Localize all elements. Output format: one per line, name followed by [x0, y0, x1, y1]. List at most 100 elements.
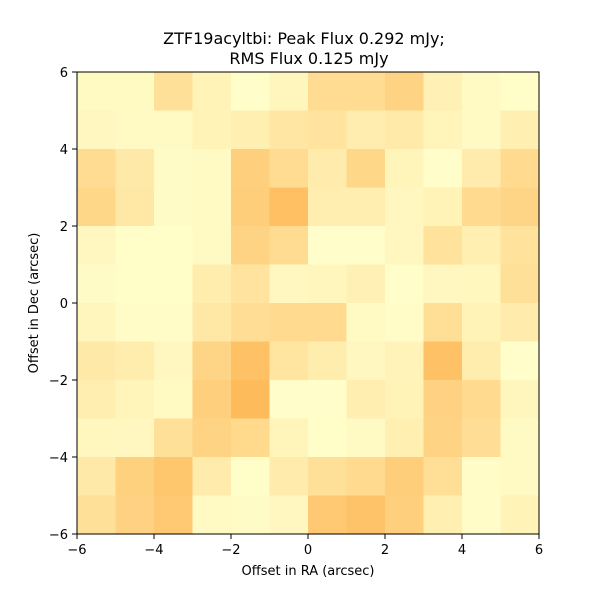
y-axis-ticks: −6 −4 −2 0 2 4 6 — [49, 66, 77, 543]
heatmap-cell-r2-c8 — [385, 149, 425, 189]
heatmap-cell-r6-c5 — [269, 303, 309, 343]
heatmap-cell-r6-c0 — [77, 303, 117, 343]
heatmap-cell-r6-c7 — [346, 303, 386, 343]
heatmap-cell-r10-c6 — [308, 457, 348, 497]
heatmap-cell-r7-c4 — [231, 341, 271, 381]
heatmap-cell-r5-c9 — [423, 264, 463, 304]
heatmap-cell-r10-c2 — [154, 457, 194, 497]
heatmap-cells — [77, 72, 540, 535]
heatmap-cell-r8-c7 — [346, 380, 386, 420]
heatmap-cell-r5-c8 — [385, 264, 425, 304]
heatmap-cell-r0-c10 — [462, 72, 502, 112]
y-tick-label: 6 — [60, 66, 68, 81]
heatmap-cell-r4-c11 — [500, 226, 540, 266]
heatmap-cell-r11-c6 — [308, 495, 348, 535]
heatmap-cell-r3-c10 — [462, 187, 502, 227]
heatmap-cell-r2-c7 — [346, 149, 386, 189]
heatmap-cell-r11-c4 — [231, 495, 271, 535]
heatmap-cell-r10-c8 — [385, 457, 425, 497]
heatmap-cell-r5-c3 — [192, 264, 232, 304]
heatmap-cell-r11-c1 — [115, 495, 155, 535]
heatmap-cell-r4-c9 — [423, 226, 463, 266]
heatmap-cell-r1-c0 — [77, 110, 117, 150]
heatmap-cell-r5-c11 — [500, 264, 540, 304]
heatmap-cell-r5-c5 — [269, 264, 309, 304]
heatmap-cell-r9-c0 — [77, 418, 117, 458]
heatmap-cell-r1-c3 — [192, 110, 232, 150]
heatmap-cell-r2-c2 — [154, 149, 194, 189]
heatmap-cell-r1-c2 — [154, 110, 194, 150]
heatmap-cell-r7-c8 — [385, 341, 425, 381]
heatmap-cell-r7-c6 — [308, 341, 348, 381]
heatmap-cell-r4-c10 — [462, 226, 502, 266]
heatmap-cell-r8-c11 — [500, 380, 540, 420]
heatmap-cell-r7-c5 — [269, 341, 309, 381]
heatmap-cell-r8-c8 — [385, 380, 425, 420]
heatmap-cell-r2-c4 — [231, 149, 271, 189]
heatmap-cell-r9-c5 — [269, 418, 309, 458]
heatmap-cell-r1-c7 — [346, 110, 386, 150]
heatmap-cell-r0-c5 — [269, 72, 309, 112]
heatmap-cell-r9-c1 — [115, 418, 155, 458]
heatmap-cell-r3-c6 — [308, 187, 348, 227]
heatmap-cell-r11-c3 — [192, 495, 232, 535]
heatmap-cell-r4-c6 — [308, 226, 348, 266]
chart-title-line-2: RMS Flux 0.125 mJy — [229, 49, 388, 68]
x-axis-ticks: −6 −4 −2 0 2 4 6 — [67, 534, 543, 558]
x-tick-label: 0 — [304, 543, 312, 558]
y-tick-label: 2 — [60, 220, 68, 235]
heatmap-cell-r6-c9 — [423, 303, 463, 343]
heatmap-cell-r1-c1 — [115, 110, 155, 150]
heatmap-cell-r0-c3 — [192, 72, 232, 112]
heatmap-cell-r10-c7 — [346, 457, 386, 497]
heatmap-cell-r8-c2 — [154, 380, 194, 420]
heatmap-cell-r5-c1 — [115, 264, 155, 304]
x-axis-label: Offset in RA (arcsec) — [242, 564, 375, 579]
heatmap-cell-r4-c2 — [154, 226, 194, 266]
y-tick-label: −2 — [49, 374, 68, 389]
heatmap-cell-r7-c1 — [115, 341, 155, 381]
heatmap-cell-r9-c9 — [423, 418, 463, 458]
heatmap-cell-r7-c0 — [77, 341, 117, 381]
heatmap-cell-r2-c0 — [77, 149, 117, 189]
heatmap-cell-r1-c9 — [423, 110, 463, 150]
heatmap-cell-r3-c11 — [500, 187, 540, 227]
heatmap-cell-r0-c1 — [115, 72, 155, 112]
heatmap-cell-r4-c8 — [385, 226, 425, 266]
heatmap-cell-r10-c0 — [77, 457, 117, 497]
heatmap-cell-r10-c3 — [192, 457, 232, 497]
heatmap-cell-r2-c5 — [269, 149, 309, 189]
heatmap-cell-r11-c7 — [346, 495, 386, 535]
heatmap-cell-r11-c11 — [500, 495, 540, 535]
heatmap-cell-r8-c0 — [77, 380, 117, 420]
heatmap-cell-r10-c5 — [269, 457, 309, 497]
heatmap-cell-r4-c5 — [269, 226, 309, 266]
heatmap-cell-r6-c8 — [385, 303, 425, 343]
y-tick-label: −6 — [49, 528, 68, 543]
heatmap-cell-r3-c2 — [154, 187, 194, 227]
y-axis-label: Offset in Dec (arcsec) — [27, 233, 42, 374]
heatmap-cell-r8-c4 — [231, 380, 271, 420]
heatmap-cell-r8-c9 — [423, 380, 463, 420]
x-tick-label: 2 — [381, 543, 389, 558]
heatmap-cell-r9-c2 — [154, 418, 194, 458]
heatmap-cell-r0-c4 — [231, 72, 271, 112]
heatmap-cell-r3-c0 — [77, 187, 117, 227]
heatmap-cell-r2-c9 — [423, 149, 463, 189]
heatmap-cell-r7-c3 — [192, 341, 232, 381]
heatmap-cell-r11-c2 — [154, 495, 194, 535]
heatmap-cell-r7-c9 — [423, 341, 463, 381]
y-tick-label: −4 — [49, 451, 68, 466]
heatmap-cell-r5-c2 — [154, 264, 194, 304]
heatmap-cell-r3-c3 — [192, 187, 232, 227]
heatmap-cell-r3-c5 — [269, 187, 309, 227]
heatmap-cell-r1-c11 — [500, 110, 540, 150]
heatmap-cell-r8-c6 — [308, 380, 348, 420]
x-tick-label: 4 — [458, 543, 466, 558]
heatmap-cell-r11-c5 — [269, 495, 309, 535]
heatmap-cell-r9-c8 — [385, 418, 425, 458]
heatmap-cell-r7-c11 — [500, 341, 540, 381]
heatmap-cell-r3-c8 — [385, 187, 425, 227]
